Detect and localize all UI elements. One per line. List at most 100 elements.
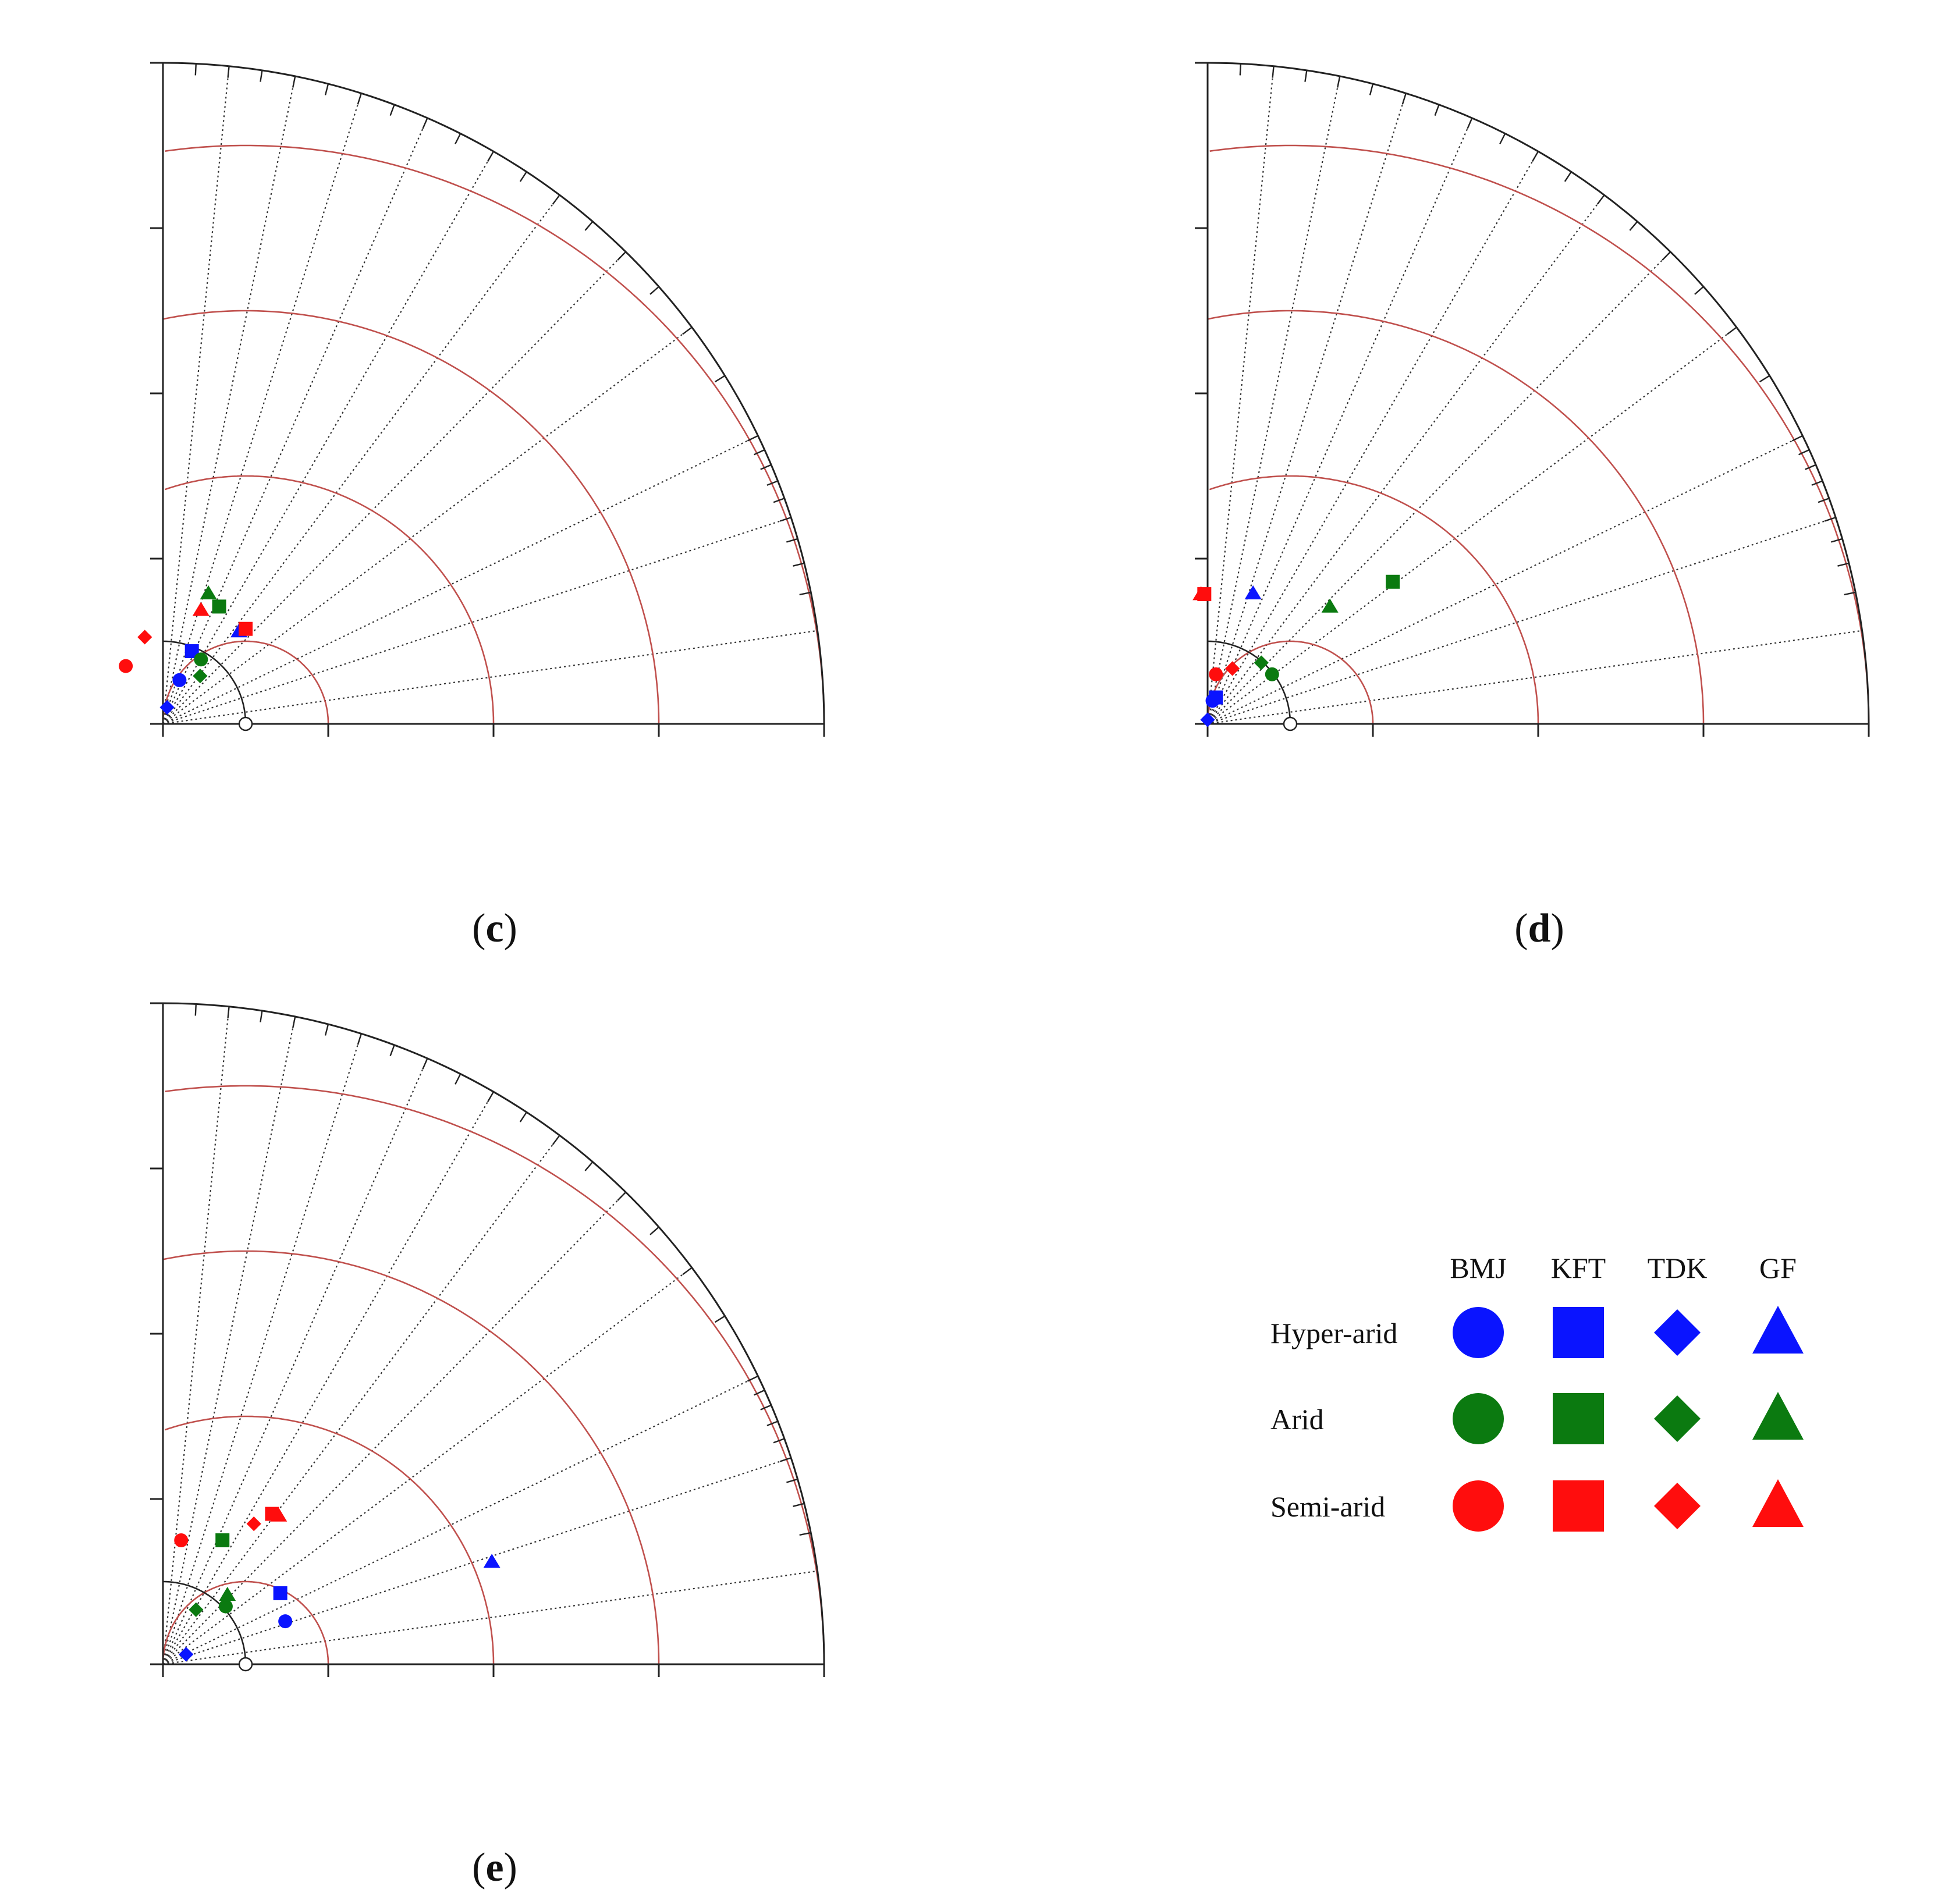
corr-line-0.3 [1206, 93, 1407, 724]
corr-minor-tick-8 [1499, 133, 1506, 144]
corr-minor-tick-10 [1564, 171, 1572, 182]
point-arid-kft [212, 599, 226, 614]
corr-line-0.5 [162, 151, 494, 724]
corr-line-0.99 [162, 630, 818, 725]
rms-contour-1 [162, 1580, 329, 1664]
point-hyper-arid-gf [1244, 585, 1262, 599]
corr-minor-tick-20 [766, 1420, 778, 1426]
corr-minor-tick-3 [1337, 76, 1341, 88]
corr-minor-tick-10 [519, 171, 527, 182]
corr-minor-tick-18 [754, 1389, 765, 1396]
corr-minor-tick-0 [1239, 63, 1241, 76]
point-hyper-arid-tdk [179, 1647, 194, 1662]
corr-minor-tick-20 [766, 480, 778, 486]
legend-region-hyper-arid: Hyper-arid [1270, 1317, 1397, 1349]
corr-minor-tick-9 [487, 151, 495, 162]
rms-contour-3 [163, 310, 660, 724]
taylor-panel-e: (e) [20, 1002, 825, 1890]
corr-minor-tick-6 [389, 1045, 395, 1057]
corr-minor-tick-8 [455, 133, 462, 144]
legend-marker-semi-arid-gf [1752, 1479, 1804, 1527]
panel-letter: e [485, 1845, 503, 1890]
corr-minor-tick-16 [714, 375, 726, 383]
legend-markers [1453, 1306, 1804, 1532]
legend-marker-semi-arid-kft [1553, 1480, 1604, 1532]
corr-minor-tick-10 [519, 1111, 527, 1122]
taylor-panel-d: (d) [1064, 62, 1870, 951]
corr-line-0.2 [162, 76, 296, 724]
corr-minor-tick-11 [552, 1135, 560, 1145]
legend-marker-arid-gf [1752, 1392, 1804, 1440]
reference-std-arc [1208, 640, 1291, 724]
obs-marker [238, 716, 253, 731]
corr-minor-tick-22 [779, 1457, 791, 1462]
legend: BMJ KFT TDK GF Hyper-arid Arid Semi-arid [1270, 1252, 1804, 1532]
point-arid-bmj [218, 1599, 233, 1614]
corr-minor-tick-19 [760, 1404, 772, 1411]
rms-label-bg-2 [126, 578, 152, 607]
corr-minor-tick-25 [799, 591, 811, 596]
corr-minor-tick-2 [260, 70, 263, 82]
obs-marker [238, 1657, 253, 1672]
corr-minor-tick-11 [552, 194, 560, 205]
corr-minor-tick-22 [779, 517, 791, 522]
corr-minor-tick-6 [1434, 104, 1440, 116]
legend-marker-arid-tdk [1654, 1395, 1701, 1442]
legend-region-semi-arid: Semi-arid [1270, 1490, 1385, 1523]
corr-minor-tick-4 [324, 83, 329, 95]
corr-minor-tick-21 [773, 498, 785, 503]
point-semi-arid-gf [270, 1507, 287, 1522]
panel-label-text: (e) [472, 1845, 517, 1890]
corr-minor-tick-4 [1369, 83, 1374, 95]
corr-minor-tick-1 [227, 66, 230, 78]
obs-marker [1283, 716, 1298, 731]
corr-line-0.4 [162, 1058, 428, 1665]
corr-minor-tick-12 [584, 1161, 594, 1171]
corr-minor-tick-9 [1531, 151, 1539, 162]
rms-contour-4 [165, 1085, 825, 1664]
rms-contour-4 [165, 144, 825, 724]
legend-model-bmj: BMJ [1450, 1252, 1506, 1284]
corr-minor-tick-9 [487, 1091, 495, 1103]
point-arid-tdk [189, 1602, 204, 1617]
corr-line-0.99 [162, 1570, 818, 1665]
corr-minor-tick-6 [389, 104, 395, 116]
point-hyper-arid-tdk [1200, 712, 1215, 727]
rms-contour-4 [1209, 144, 1870, 724]
rms-contour-2 [1209, 475, 1539, 724]
corr-minor-tick-13 [617, 251, 627, 261]
corr-line-0.9 [162, 1375, 758, 1665]
legend-marker-hyper-arid-gf [1752, 1306, 1804, 1354]
corr-minor-tick-5 [357, 93, 362, 105]
corr-minor-tick-8 [455, 1073, 462, 1085]
corr-line-0.6 [1207, 194, 1605, 724]
corr-line-0.1 [162, 66, 230, 724]
corr-minor-tick-5 [357, 1033, 362, 1045]
corr-minor-tick-13 [1662, 251, 1671, 261]
point-arid-gf [200, 585, 217, 599]
corr-minor-tick-15 [1727, 326, 1737, 335]
corr-minor-tick-11 [1596, 194, 1605, 205]
point-arid-kft [215, 1533, 230, 1547]
point-arid-kft [1386, 574, 1400, 589]
corr-minor-tick-25 [1844, 591, 1856, 596]
corr-minor-tick-15 [682, 326, 693, 335]
point-arid-gf [219, 1586, 236, 1601]
rms-label-bg-4 [20, 452, 46, 480]
legend-marker-semi-arid-tdk [1654, 1483, 1701, 1529]
corr-line-0.95 [162, 1457, 791, 1665]
corr-minor-tick-24 [1837, 562, 1850, 567]
corr-minor-tick-16 [1759, 375, 1770, 383]
corr-line-0.8 [162, 326, 693, 724]
corr-minor-tick-19 [1805, 464, 1816, 470]
corr-minor-tick-7 [422, 1058, 428, 1070]
corr-line-0.5 [1207, 151, 1539, 724]
point-arid-tdk [193, 669, 208, 684]
corr-line-0.5 [162, 1091, 494, 1665]
point-hyper-arid-bmj [278, 1614, 293, 1629]
rms-label-bg-2 [126, 1519, 152, 1547]
point-arid-bmj [194, 652, 208, 667]
corr-minor-tick-18 [1798, 449, 1810, 456]
rms-contour-3 [1208, 310, 1705, 724]
point-hyper-arid-tdk [159, 700, 175, 715]
